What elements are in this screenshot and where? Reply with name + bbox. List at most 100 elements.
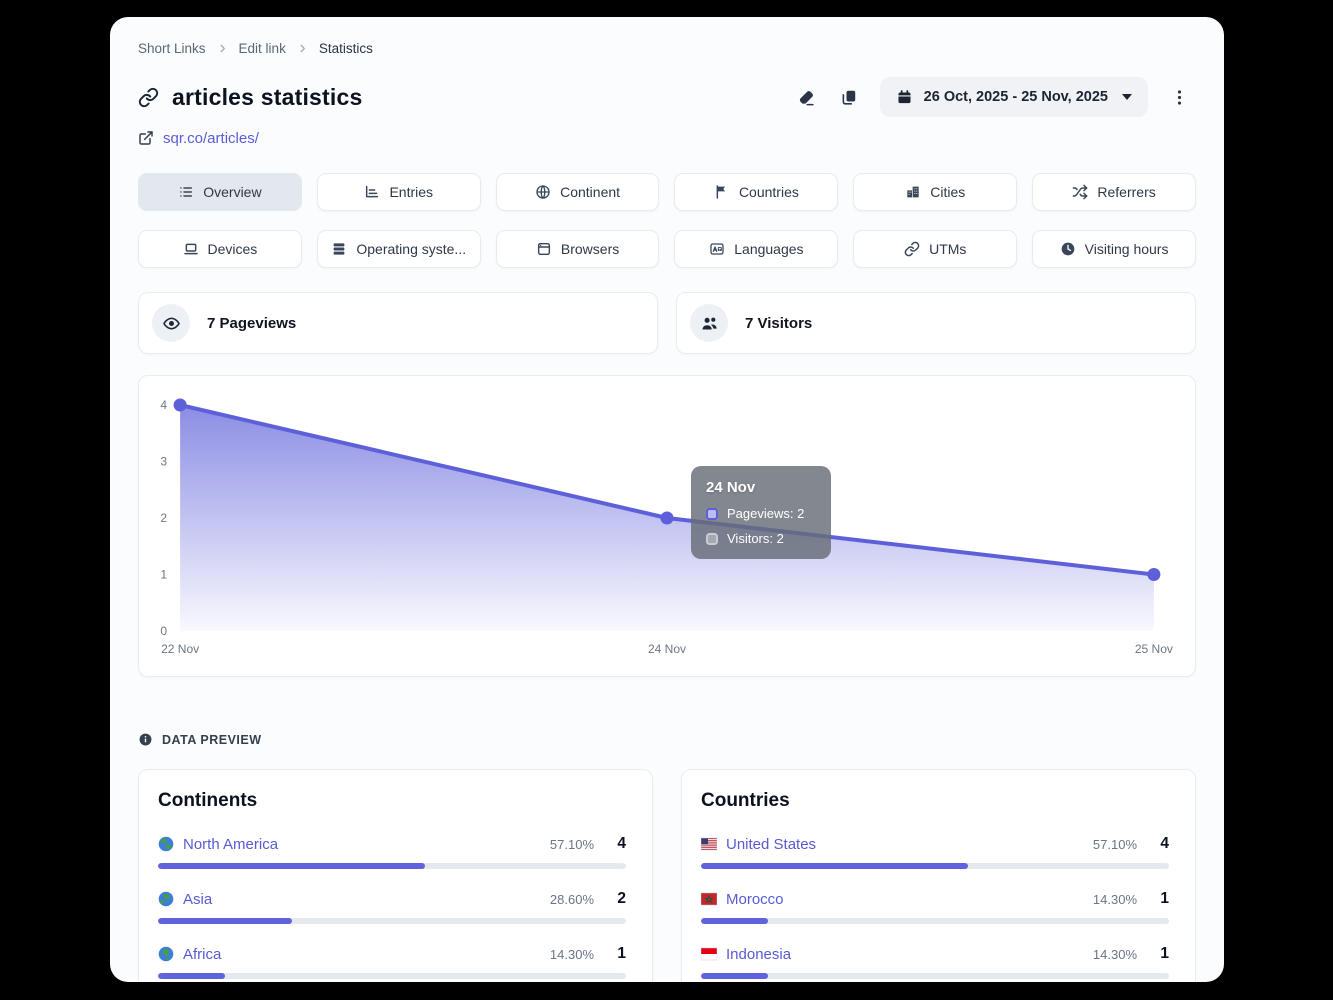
tab-label: Operating syste... <box>356 241 467 257</box>
tooltip-date: 24 Nov <box>706 479 756 496</box>
external-link-icon <box>139 131 153 145</box>
globe-asia-icon <box>158 891 174 907</box>
title-group: articles statistics <box>138 84 790 111</box>
tab-label: Browsers <box>560 241 620 257</box>
traffic-chart[interactable]: 0 1 2 3 4 22 Nov 24 Nov 25 Nov 24 Nov Pageviews… <box>138 375 1196 677</box>
list-item: North America 57.10% 4 <box>158 835 626 869</box>
list-item: United States 57.10% 4 <box>701 835 1169 869</box>
tab-visiting-hours[interactable]: Visiting hours <box>1032 230 1196 268</box>
breadcrumb-short-links[interactable]: Short Links <box>138 41 206 56</box>
svg-text:24 Nov: 24 Nov <box>648 642 686 656</box>
svg-text:1: 1 <box>160 568 167 582</box>
tooltip-pageviews-row: Pageviews: 2 <box>706 506 816 521</box>
shuffle-icon <box>1072 184 1088 200</box>
tab-label: Visiting hours <box>1084 241 1169 257</box>
tab-languages[interactable]: Languages <box>674 230 839 268</box>
country-link-indonesia[interactable]: Indonesia <box>701 946 1093 963</box>
tab-label: Countries <box>738 184 799 200</box>
list-item: Indonesia 14.30% 1 <box>701 945 1169 979</box>
country-link-united-states[interactable]: United States <box>701 836 1093 853</box>
tab-devices[interactable]: Devices <box>138 230 302 268</box>
tab-label: Overview <box>203 184 262 200</box>
globe-icon <box>536 185 550 199</box>
translate-icon <box>710 243 724 255</box>
area-chart[interactable]: 0 1 2 3 4 22 Nov 24 Nov 25 Nov <box>139 376 1195 676</box>
date-range-picker[interactable]: 26 Oct, 2025 - 25 Nov, 2025 <box>879 77 1148 117</box>
svg-text:25 Nov: 25 Nov <box>1135 642 1173 656</box>
data-preview-heading: DATA PREVIEW <box>138 731 1196 748</box>
more-options-button[interactable] <box>1162 80 1196 114</box>
tab-label: Devices <box>207 241 258 257</box>
percent-value: 14.30% <box>1092 891 1137 907</box>
breadcrumb-statistics: Statistics <box>318 41 373 56</box>
eye-icon <box>152 304 190 342</box>
percent-value: 14.30% <box>1092 946 1137 962</box>
continent-link-africa[interactable]: Africa <box>158 946 550 963</box>
progress-bar <box>158 973 626 979</box>
tab-cities[interactable]: Cities <box>853 173 1018 211</box>
copy-icon <box>842 90 856 105</box>
stats-tabs: Overview Entries Continent Countries Cit… <box>138 173 1196 268</box>
count-value: 4 <box>1160 835 1169 852</box>
svg-text:2: 2 <box>160 511 167 525</box>
svg-text:3: 3 <box>160 455 167 469</box>
tab-entries[interactable]: Entries <box>316 173 481 211</box>
continent-name: North America <box>183 835 279 853</box>
tab-label: Languages <box>734 241 804 257</box>
tab-label: UTMs <box>929 241 967 257</box>
eraser-button[interactable] <box>790 80 824 114</box>
percent-value: 14.30% <box>549 946 594 962</box>
svg-text:4: 4 <box>160 398 167 412</box>
eraser-icon <box>800 90 814 105</box>
count-value: 1 <box>1160 945 1169 962</box>
country-link-morocco[interactable]: Morocco <box>701 891 1093 908</box>
continents-title: Continents <box>158 790 258 811</box>
statistics-page: Short Links Edit link Statistics article… <box>110 17 1224 982</box>
us-flag-icon <box>701 837 717 851</box>
tab-countries[interactable]: Countries <box>674 173 839 211</box>
count-value: 1 <box>1160 890 1169 907</box>
info-icon <box>139 733 152 746</box>
tab-referrers[interactable]: Referrers <box>1032 173 1196 211</box>
tab-continent[interactable]: Continent <box>495 173 660 211</box>
copy-button[interactable] <box>832 80 866 114</box>
clock-icon <box>1061 242 1075 256</box>
tooltip-visitors-row: Visitors: 2 <box>706 531 816 546</box>
count-value: 4 <box>617 835 626 852</box>
list-item: Africa 14.30% 1 <box>158 945 626 979</box>
countries-title: Countries <box>701 790 790 811</box>
continent-name: Asia <box>183 890 213 908</box>
indonesia-flag-icon <box>701 947 717 961</box>
tab-utms[interactable]: UTMs <box>853 230 1018 268</box>
laptop-icon <box>183 243 198 255</box>
tab-browsers[interactable]: Browsers <box>495 230 660 268</box>
chevron-right-icon <box>297 43 308 54</box>
short-url-link[interactable]: sqr.co/articles/ <box>163 129 259 147</box>
progress-bar <box>701 863 1169 869</box>
preview-cards: Continents North America 57.10% 4 Asia <box>138 769 1196 982</box>
link-icon <box>904 241 920 257</box>
tooltip-pageviews: Pageviews: 2 <box>727 506 805 521</box>
chain-link-icon <box>138 87 159 107</box>
tab-operating-systems[interactable]: Operating syste... <box>316 230 481 268</box>
users-icon <box>690 304 728 342</box>
pageviews-value: 7 Pageviews <box>207 314 297 332</box>
country-name: Morocco <box>726 890 784 908</box>
progress-bar <box>701 918 1169 924</box>
chevron-right-icon <box>217 43 228 54</box>
list-item: Asia 28.60% 2 <box>158 890 626 924</box>
stat-cards: 7 Pageviews 7 Visitors <box>138 292 1196 354</box>
buildings-icon <box>907 186 919 198</box>
visitors-swatch-icon <box>706 532 718 545</box>
tab-overview[interactable]: Overview <box>138 173 302 211</box>
continent-link-north-america[interactable]: North America <box>158 836 550 853</box>
tooltip-visitors: Visitors: 2 <box>727 531 784 546</box>
progress-bar <box>158 918 626 924</box>
browser-icon <box>537 242 550 256</box>
count-value: 2 <box>617 890 626 907</box>
visitors-card: 7 Visitors <box>676 292 1196 354</box>
morocco-flag-icon <box>701 892 717 906</box>
continent-link-asia[interactable]: Asia <box>158 891 550 908</box>
breadcrumb-edit-link[interactable]: Edit link <box>238 41 286 56</box>
svg-text:22 Nov: 22 Nov <box>161 642 199 656</box>
